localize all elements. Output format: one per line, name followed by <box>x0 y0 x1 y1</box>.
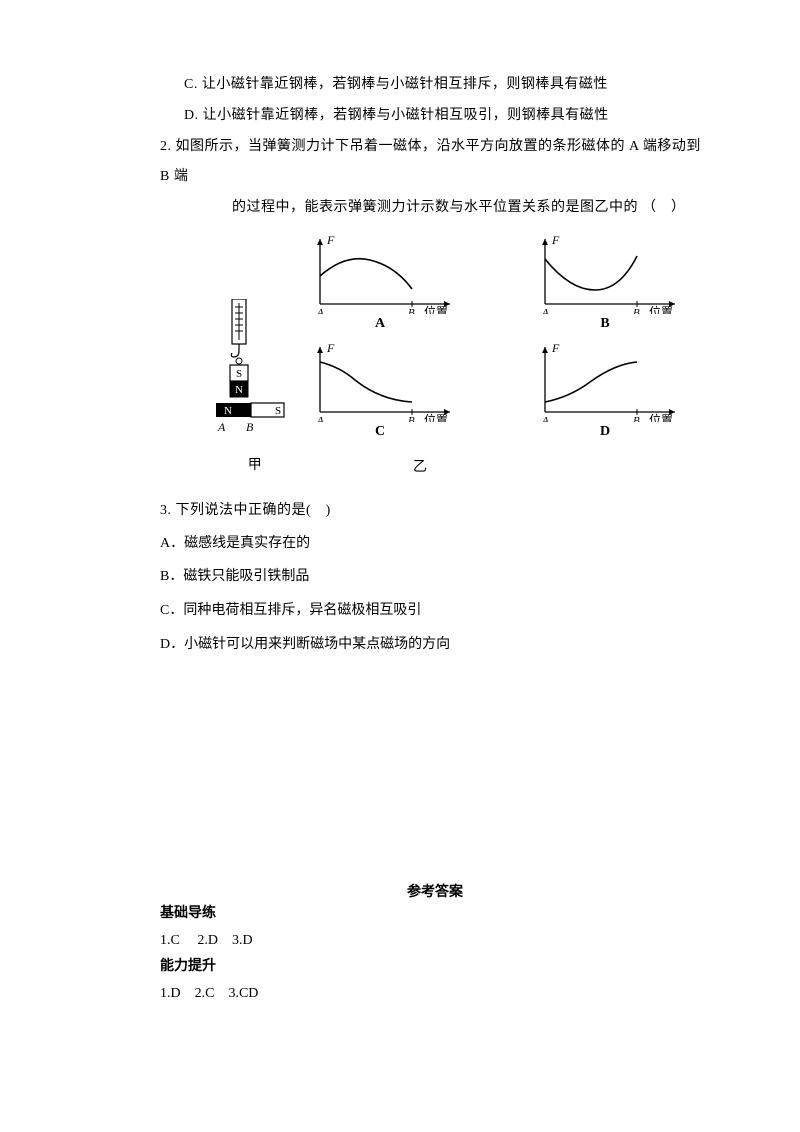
q1-option-c: C. 让小磁针靠近钢棒，若钢棒与小磁针相互排斥，则钢棒具有磁性 <box>160 70 710 101</box>
page: C. 让小磁针靠近钢棒，若钢棒与小磁针相互排斥，则钢棒具有磁性 D. 让小磁针靠… <box>0 0 800 1048</box>
answers-1: 1.C 2.D 3.D <box>160 928 710 955</box>
q3-stem: 3. 下列说法中正确的是( ) <box>160 496 710 527</box>
svg-text:B: B <box>633 415 640 422</box>
svg-text:F: F <box>551 234 560 247</box>
graph-d-label: D <box>525 422 685 440</box>
svg-text:N: N <box>224 405 232 417</box>
q3-opt-a: A．磁感线是真实存在的 <box>160 527 710 561</box>
answers-title: 参考答案 <box>160 881 710 901</box>
svg-text:F: F <box>326 234 335 247</box>
q3-opt-d: D．小磁针可以用来判断磁场中某点磁场的方向 <box>160 628 710 662</box>
svg-text:位置: 位置 <box>424 412 448 422</box>
q3-opt-c: C．同种电荷相互排斥，异名磁极相互吸引 <box>160 594 710 628</box>
svg-text:B: B <box>408 415 415 422</box>
spring-balance-diagram: S N N S A B <box>210 299 290 449</box>
svg-text:A: A <box>316 307 324 314</box>
svg-text:位置: 位置 <box>649 304 673 314</box>
graph-d: F A B 位置 D <box>525 342 685 440</box>
graph-b: F A B 位置 B <box>525 234 685 332</box>
svg-text:A: A <box>541 307 549 314</box>
q1-option-d: D. 让小磁针靠近钢棒，若钢棒与小磁针相互吸引，则钢棒具有磁性 <box>160 101 710 132</box>
svg-text:F: F <box>551 342 560 355</box>
answers-section-2: 能力提升 <box>160 954 710 981</box>
svg-text:B: B <box>246 420 254 434</box>
answers-2: 1.D 2.C 3.CD <box>160 981 710 1008</box>
answers-section-1: 基础导练 <box>160 901 710 928</box>
svg-text:位置: 位置 <box>649 412 673 422</box>
svg-text:B: B <box>408 307 415 314</box>
q2-stem-1: 2. 如图所示，当弹簧测力计下吊着一磁体，沿水平方向放置的条形磁体的 A 端移动… <box>160 132 710 194</box>
graphs-grid: F A B 位置 A F A B <box>300 234 710 440</box>
q3-opt-b: B．磁铁只能吸引铁制品 <box>160 560 710 594</box>
jia-label: 甲 <box>248 458 263 473</box>
q2-stem-2: 的过程中，能表示弹簧测力计示数与水平位置关系的是图乙中的 （ ） <box>160 193 710 224</box>
figure-device: S N N S A B 甲 <box>210 234 300 474</box>
graph-c: F A B 位置 C <box>300 342 460 440</box>
figure-block: S N N S A B 甲 <box>160 234 710 474</box>
svg-text:S: S <box>236 368 242 380</box>
svg-text:A: A <box>316 415 324 422</box>
svg-text:A: A <box>541 415 549 422</box>
svg-text:A: A <box>217 420 226 434</box>
graph-b-label: B <box>525 314 685 332</box>
svg-text:N: N <box>235 384 243 396</box>
svg-text:B: B <box>633 307 640 314</box>
graph-a-label: A <box>300 314 460 332</box>
graph-c-label: C <box>300 422 460 440</box>
q3: 3. 下列说法中正确的是( ) A．磁感线是真实存在的 B．磁铁只能吸引铁制品 … <box>160 496 710 661</box>
svg-text:F: F <box>326 342 335 355</box>
svg-text:S: S <box>275 405 281 417</box>
svg-text:位置: 位置 <box>424 304 448 314</box>
graph-a: F A B 位置 A <box>300 234 460 332</box>
